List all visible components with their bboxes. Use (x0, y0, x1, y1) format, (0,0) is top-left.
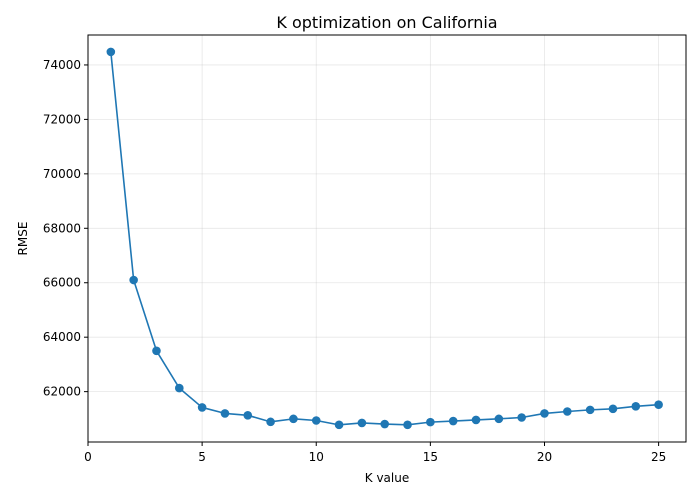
series-rmse (106, 47, 663, 430)
data-point (585, 405, 595, 415)
grid-lines (87, 35, 686, 442)
x-tick-label: 10 (309, 450, 324, 464)
y-tick-label: 72000 (43, 112, 81, 126)
chart-title: K optimization on California (276, 13, 497, 32)
data-point (152, 346, 161, 356)
data-point (289, 414, 298, 424)
x-tick-label: 0 (84, 450, 92, 464)
data-point (357, 418, 367, 428)
data-point (494, 414, 504, 424)
data-point (106, 47, 116, 57)
data-point (540, 409, 549, 418)
x-axis-label: K value (365, 471, 409, 485)
data-point (563, 407, 572, 416)
data-point (243, 411, 253, 420)
data-point (654, 400, 663, 410)
data-point (174, 383, 184, 393)
data-point (197, 403, 207, 412)
data-point (426, 417, 435, 427)
data-point (129, 275, 138, 285)
x-tick-label: 15 (423, 450, 438, 464)
y-tick-label: 66000 (43, 276, 81, 290)
data-point (334, 420, 344, 430)
x-tick-label: 20 (537, 450, 552, 464)
axis-ticks: 0 5 10 15 20 25 62000 64000 66000 68000 70000 72000… (43, 58, 666, 464)
data-point (403, 420, 412, 430)
y-tick-label: 70000 (43, 167, 81, 181)
y-tick-label: 62000 (43, 385, 81, 399)
data-point (448, 416, 458, 426)
y-tick-label: 74000 (43, 58, 81, 72)
data-point (311, 416, 321, 425)
data-point (631, 402, 641, 411)
data-point (471, 415, 481, 425)
data-point (517, 413, 526, 422)
plot-area-frame (87, 34, 687, 443)
data-point (380, 419, 390, 429)
y-axis-label: RMSE (16, 222, 30, 256)
x-tick-label: 5 (198, 450, 206, 464)
y-tick-label: 68000 (43, 221, 81, 235)
data-point (266, 417, 275, 427)
y-tick-label: 64000 (43, 330, 81, 344)
x-tick-label: 25 (651, 450, 666, 464)
data-point (608, 404, 618, 414)
data-point (220, 409, 230, 418)
